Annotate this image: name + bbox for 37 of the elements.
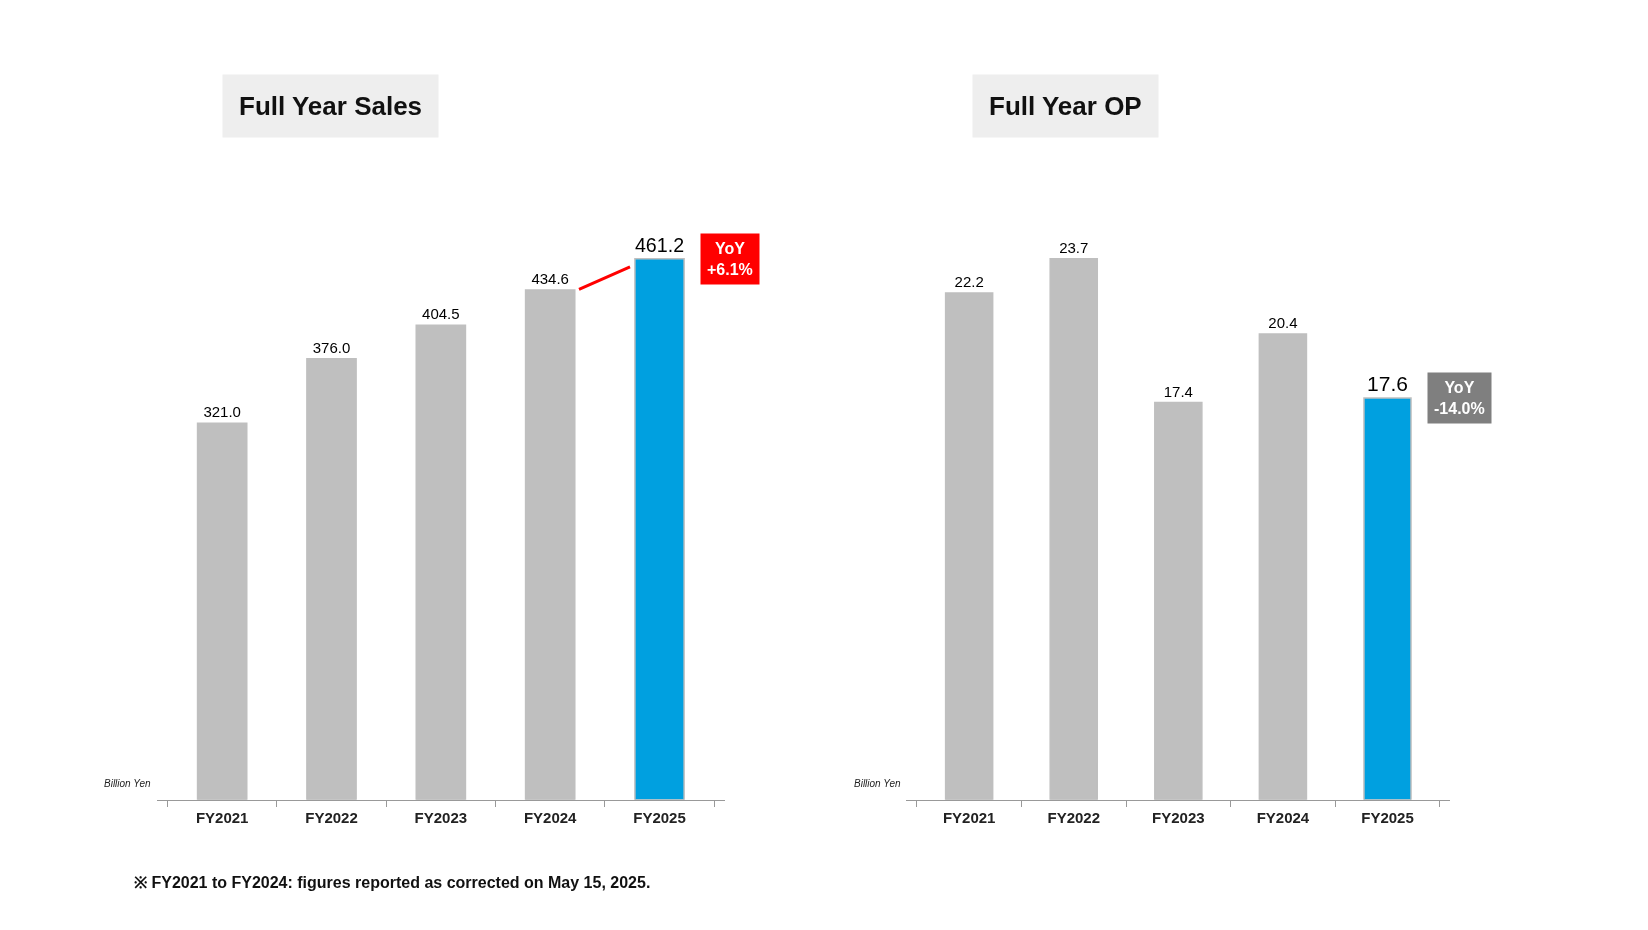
x-tick-label: FY2023 [414,808,468,826]
data-label: 404.5 [422,305,460,323]
annotation: YoY -14.0% [1434,379,1485,417]
x-tick-label: FY2025 [1361,808,1414,826]
bar [1258,333,1308,800]
x-tick-label: FY2024 [523,808,578,826]
data-label: 434.6 [531,269,569,287]
bar [634,257,685,800]
data-label: 22.2 [954,272,984,290]
x-tick-label: FY2022 [1047,808,1101,826]
bar [1049,257,1099,800]
text: ※ FY2021 to FY2024: figures reported as corrected on May 15, 2025. [134,874,651,891]
bar [196,422,248,800]
annotation: YoY +6.1% [707,240,753,278]
bar [1154,401,1203,800]
data-label: 20.4 [1268,314,1298,332]
data-label: 17.4 [1163,382,1193,400]
data-label: 321.0 [203,403,241,421]
y-axis-title: Billion Yen [104,778,151,789]
bar [524,289,576,800]
data-label: 376.0 [312,338,351,356]
bar [415,324,467,800]
bar [306,357,357,800]
x-tick-label: FY2025 [633,808,686,826]
bar [1363,397,1412,800]
data-label: 23.7 [1059,238,1089,256]
chart-title: Full Year Sales [239,91,423,121]
data-label: 461.2 [634,233,685,256]
y-axis-title: Billion Yen [854,778,901,789]
data-label: 17.6 [1367,371,1408,395]
x-tick-label: FY2021 [942,808,996,826]
x-tick-label: FY2022 [305,808,358,826]
bar [944,292,994,800]
x-tick-label: FY2023 [1152,808,1205,826]
chart-title: Full Year OP [989,91,1142,121]
x-tick-label: FY2021 [195,808,249,826]
x-tick-label: FY2024 [1256,808,1310,826]
